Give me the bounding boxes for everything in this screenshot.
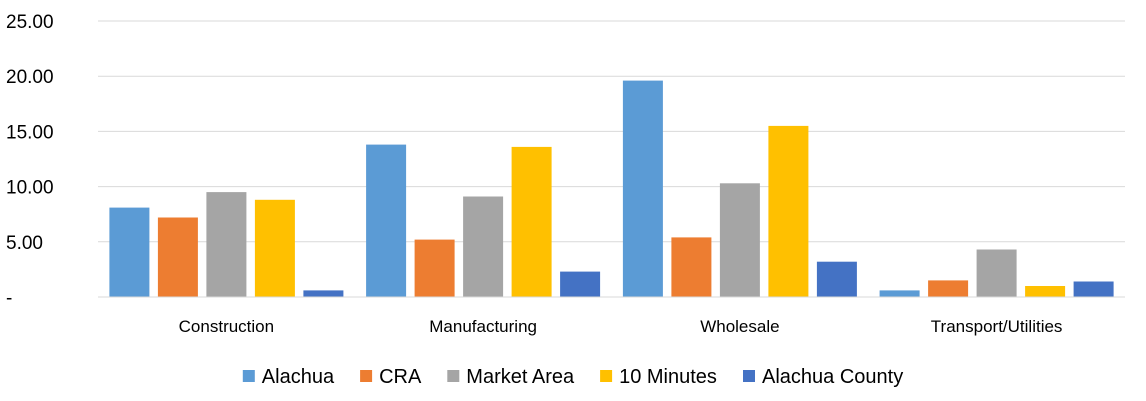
legend-swatch	[600, 370, 613, 382]
bar-10-minutes-construction	[254, 199, 295, 297]
legend: Alachua CRA Market Area 10 Minutes Alachua C…	[242, 366, 903, 388]
legend-swatch	[447, 370, 460, 382]
bars	[109, 80, 1114, 298]
bar-market-area-manufacturing	[463, 196, 504, 297]
bar-market-area-wholesale	[719, 183, 760, 297]
x-category-label: Construction	[179, 317, 274, 336]
legend-swatch	[242, 370, 255, 382]
legend-label: CRA	[379, 366, 422, 388]
bar-alachua-county-transport-utilities	[1073, 281, 1114, 297]
bar-alachua-construction	[109, 207, 150, 297]
bar-cra-manufacturing	[414, 239, 455, 297]
x-axis-category-labels: Construction Manufacturing Wholesale Transp…	[179, 317, 1063, 336]
bar-cra-transport-utilities	[928, 280, 969, 297]
x-category-label: Transport/Utilities	[931, 317, 1063, 336]
bar-market-area-construction	[206, 192, 247, 297]
x-category-label: Wholesale	[700, 317, 779, 336]
y-tick-label: 20.00	[6, 67, 54, 88]
bar-alachua-county-wholesale	[816, 261, 857, 297]
bar-10-minutes-wholesale	[768, 125, 809, 298]
legend-label: Market Area	[466, 366, 575, 388]
legend-swatch	[743, 370, 755, 382]
bar-alachua-manufacturing	[366, 144, 407, 297]
bar-10-minutes-transport-utilities	[1025, 286, 1066, 297]
legend-label: Alachua	[262, 366, 335, 388]
gridlines	[98, 20, 1125, 243]
bar-market-area-transport-utilities	[976, 249, 1017, 297]
y-tick-label: 5.00	[6, 233, 43, 254]
y-tick-label: 15.00	[6, 122, 54, 143]
bar-alachua-county-construction	[303, 290, 344, 297]
legend-label: 10 Minutes	[619, 366, 717, 388]
legend-swatch	[360, 370, 373, 382]
bar-alachua-county-manufacturing	[560, 271, 601, 297]
bar-cra-wholesale	[671, 237, 712, 297]
bar-10-minutes-manufacturing	[511, 146, 552, 297]
bar-alachua-wholesale	[622, 80, 663, 297]
legend-label: Alachua County	[762, 366, 903, 388]
y-tick-label: -	[6, 288, 12, 309]
y-tick-label: 25.00	[6, 12, 54, 33]
bar-alachua-transport-utilities	[879, 290, 920, 297]
bar-cra-construction	[157, 217, 198, 297]
y-tick-label: 10.00	[6, 178, 54, 199]
x-category-label: Manufacturing	[429, 317, 537, 336]
y-axis-tick-labels: - 5.00 10.00 15.00 20.00 25.00	[6, 12, 54, 309]
